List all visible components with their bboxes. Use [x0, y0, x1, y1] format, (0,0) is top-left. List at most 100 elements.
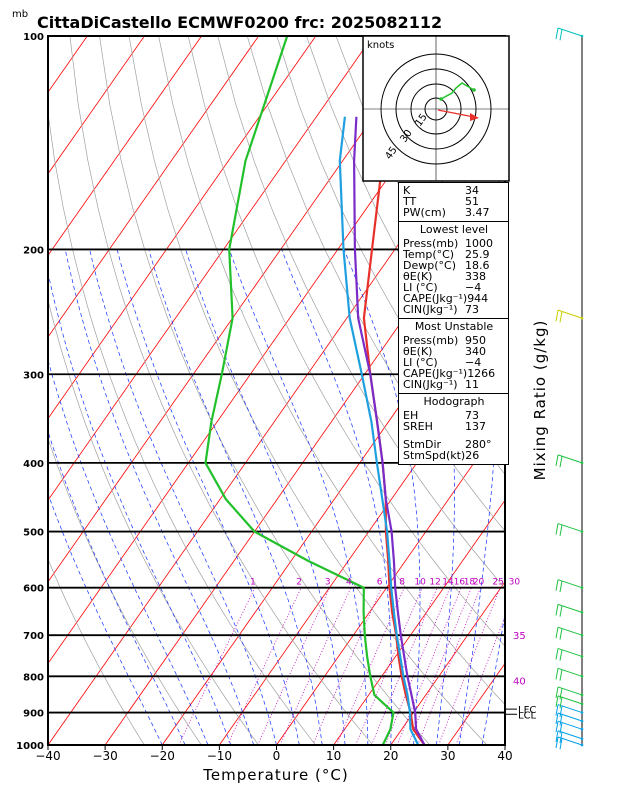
dewpoint-line — [204, 36, 395, 745]
wind-barb-dot — [580, 316, 584, 320]
hodograph-trace — [440, 82, 475, 100]
isotherm-line — [333, 499, 505, 745]
wind-barb-flag — [555, 686, 559, 699]
wind-barb-flag — [559, 524, 563, 536]
mixing-ratio-line — [336, 587, 405, 745]
storm-motion-vector — [437, 109, 475, 118]
wind-barb-dot — [580, 719, 584, 723]
index-value: 11 — [465, 378, 479, 391]
pressure-label: 200 — [23, 245, 44, 256]
wind-barb-flag — [555, 648, 559, 660]
wetbulb-line — [338, 116, 420, 745]
index-label: LI (°C) — [403, 356, 438, 369]
dry-adiabat-line — [217, 36, 505, 589]
index-row: TT 51 — [403, 196, 505, 207]
wind-barb-flag — [555, 27, 559, 40]
wind-barb-dot — [580, 737, 584, 741]
index-row: θE(K) 338 — [403, 271, 505, 282]
x-axis-title: Temperature (°C) — [202, 766, 348, 784]
mixing-ratio-label: 8 — [399, 578, 405, 588]
mixing-ratio-label: 12 — [429, 578, 440, 588]
mixing-ratio-label: 2 — [296, 578, 302, 588]
index-row: Press(mb) 950 — [403, 335, 505, 346]
x-tick-label: −40 — [35, 749, 60, 763]
mixing-ratio-label: 30 — [509, 578, 521, 588]
hodograph-units: knots — [367, 40, 394, 51]
wind-barb-dot — [580, 530, 584, 533]
isotherm-line — [276, 417, 505, 745]
index-value: 950 — [465, 334, 486, 347]
parcel-line — [353, 116, 426, 745]
index-label: Press(mb) — [403, 334, 459, 347]
index-label: CAPE(Jkg⁻¹) — [403, 367, 468, 380]
index-row: K 34 — [403, 185, 505, 196]
hodograph-point — [439, 97, 443, 101]
mixing-ratio-line — [355, 587, 423, 745]
index-row: StmSpd(kt) 26 — [403, 450, 505, 461]
indices-lowest-level: Lowest level Press(mb) 1000 Temp(°C) 25.9 De… — [399, 221, 508, 318]
isotherm-line — [48, 36, 145, 175]
index-label: StmDir — [403, 438, 442, 451]
index-label: PW(cm) — [403, 206, 446, 219]
wind-barb-flag — [555, 579, 559, 591]
index-row: Dewp(°C) 18.6 — [403, 260, 505, 271]
dry-adiabat-line — [187, 36, 505, 647]
indices-most-unstable: Most Unstable Press(mb) 950 θE(K) 340 LI (°C… — [399, 318, 508, 393]
x-tick-label: −20 — [150, 749, 175, 763]
mixing-ratio-line — [178, 587, 256, 745]
moist-adiabat-line — [228, 249, 369, 745]
wind-barb-dot — [580, 727, 584, 731]
index-value: 280° — [465, 438, 492, 451]
index-label: θE(K) — [403, 345, 433, 358]
wind-barb-dot — [580, 611, 584, 614]
index-value: −4 — [465, 281, 482, 294]
wind-barbs — [555, 27, 584, 750]
wind-barb-flag — [555, 454, 559, 466]
index-row: SREH 137 — [403, 421, 505, 432]
wind-barb-flag — [559, 714, 563, 726]
moist-adiabat-line — [185, 249, 346, 745]
wind-barb-flag — [559, 29, 563, 41]
isotherm-line — [48, 36, 202, 257]
level-label: LFC — [518, 705, 536, 716]
wind-barb-dot — [580, 633, 584, 637]
pressure-label: 1000 — [16, 741, 44, 752]
wind-barb-dot — [580, 586, 584, 590]
index-value: 51 — [465, 195, 479, 208]
chart-title: CittaDiCastello ECMWF0200 frc: 202508211… — [37, 13, 442, 32]
mixing-ratio-line — [371, 587, 438, 745]
wind-barb-dot — [580, 743, 584, 747]
mixing-ratio-label: 16 — [454, 578, 466, 588]
dry-adiabat-line — [573, 36, 618, 745]
index-row: CAPE(Jkg⁻¹) 944 — [403, 293, 505, 304]
x-tick-label: 20 — [383, 749, 398, 763]
wind-barb-flag — [559, 605, 563, 617]
moist-adiabat-line — [48, 270, 232, 745]
wind-barb-flag — [555, 712, 559, 725]
pressure-label: 800 — [23, 672, 44, 683]
most-unstable-heading: Most Unstable — [414, 320, 494, 333]
index-row: Press(mb) 1000 — [403, 238, 505, 249]
level-label: LCL — [518, 710, 537, 721]
wind-barb-dot — [580, 34, 584, 38]
wind-barb-flag — [555, 604, 559, 616]
wind-barb-flag — [559, 456, 563, 468]
wind-barb-flag — [559, 722, 563, 734]
index-value: 3.47 — [465, 206, 490, 219]
mixing-ratio-label: 1 — [250, 578, 256, 588]
wind-barb-flag — [559, 731, 563, 744]
moist-adiabat-line — [48, 492, 163, 745]
index-row: LI (°C) −4 — [403, 282, 505, 293]
pressure-label: 400 — [23, 459, 44, 470]
mixing-ratio-label: 20 — [473, 578, 485, 588]
mixing-ratio-line — [438, 587, 501, 745]
isotherm-line — [48, 36, 260, 338]
index-row: EH 73 — [403, 410, 505, 421]
pressure-label: 900 — [23, 709, 44, 720]
dry-adiabat-line — [513, 36, 618, 745]
index-label: StmSpd(kt) — [403, 449, 466, 462]
index-value: 25.9 — [465, 248, 490, 261]
isotherm-line — [48, 36, 317, 420]
dry-adiabat-line — [48, 110, 316, 745]
